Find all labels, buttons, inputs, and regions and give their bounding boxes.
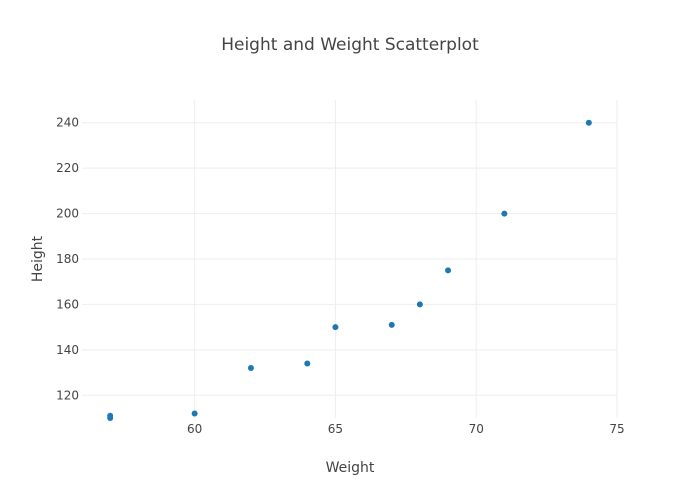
scatter-point[interactable] bbox=[191, 410, 198, 417]
y-tick-label: 180 bbox=[56, 252, 79, 266]
scatter-point[interactable] bbox=[304, 360, 311, 367]
x-tick-label: 70 bbox=[469, 422, 484, 436]
y-tick-label: 140 bbox=[56, 343, 79, 357]
y-tick-label: 220 bbox=[56, 161, 79, 175]
y-tick-label: 160 bbox=[56, 297, 79, 311]
x-tick-label: 65 bbox=[328, 422, 343, 436]
point-layer bbox=[107, 119, 592, 421]
scatter-point[interactable] bbox=[416, 301, 423, 308]
scatter-point[interactable] bbox=[332, 324, 339, 331]
x-axis-title: Weight bbox=[326, 460, 375, 476]
x-tick-label: 75 bbox=[609, 422, 624, 436]
scatter-point[interactable] bbox=[107, 412, 114, 419]
chart-title: Height and Weight Scatterplot bbox=[221, 35, 479, 55]
scatter-point[interactable] bbox=[388, 321, 395, 328]
grid-layer bbox=[82, 100, 618, 418]
scatter-point[interactable] bbox=[247, 365, 254, 372]
y-tick-label: 200 bbox=[56, 207, 79, 221]
y-axis-title: Height bbox=[30, 235, 46, 282]
y-tick-label: 240 bbox=[56, 116, 79, 130]
scatter-point[interactable] bbox=[585, 119, 592, 126]
x-tick-label: 60 bbox=[187, 422, 202, 436]
y-tick-label: 120 bbox=[56, 388, 79, 402]
scatter-point[interactable] bbox=[445, 267, 452, 274]
scatter-point[interactable] bbox=[501, 210, 508, 217]
tick-layer: 60 65 70 75 120 140 160 180 200 220 240 bbox=[56, 116, 625, 436]
